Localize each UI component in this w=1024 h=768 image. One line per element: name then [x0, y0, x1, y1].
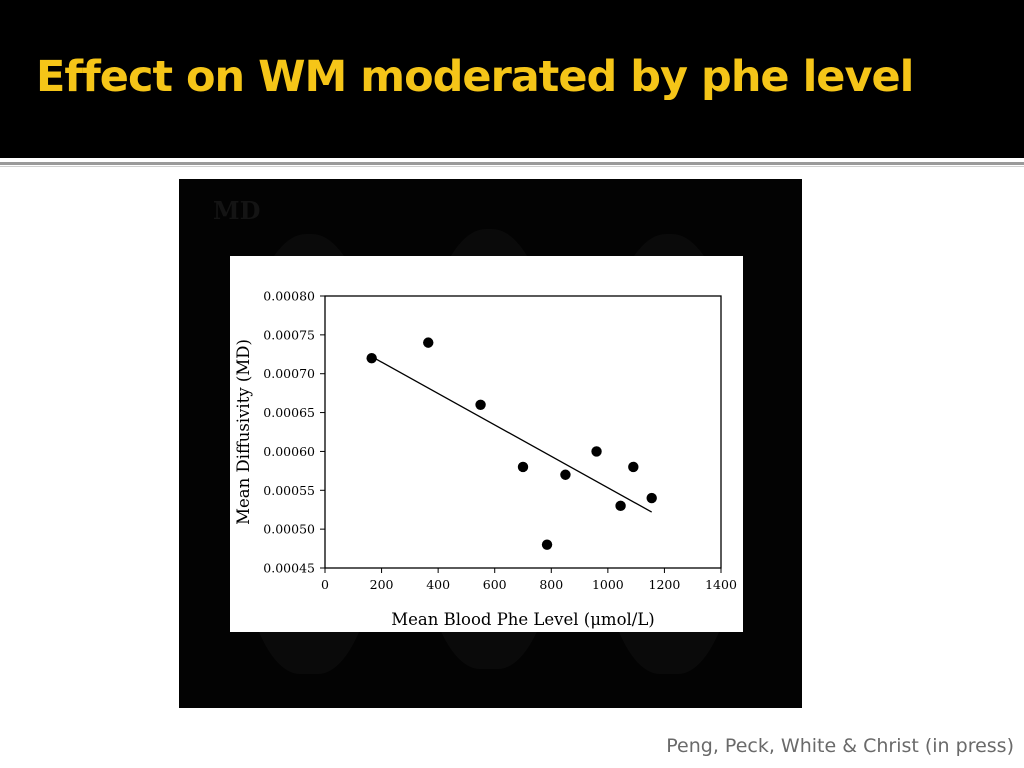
y-tick-label: 0.00080 — [263, 289, 315, 304]
data-point — [591, 446, 602, 457]
y-tick-label: 0.00075 — [263, 327, 315, 342]
x-tick-label: 1000 — [592, 577, 624, 592]
data-point — [560, 469, 571, 480]
x-tick-label: 1400 — [705, 577, 737, 592]
y-tick-label: 0.00045 — [263, 561, 315, 576]
data-point — [517, 461, 529, 473]
x-tick-label: 200 — [370, 577, 394, 592]
y-tick-label: 0.00050 — [263, 522, 315, 537]
x-tick-label: 600 — [483, 577, 507, 592]
y-tick-label: 0.00070 — [263, 366, 315, 381]
chart-canvas: 0 200 400 600 800 1000 1200 1400 0.00045 0.00050 0… — [234, 289, 737, 630]
plot-frame — [324, 295, 722, 569]
data-point — [541, 539, 553, 550]
y-axis-label: Mean Diffusivity (MD) — [234, 339, 253, 525]
y-tick-label: 0.00055 — [263, 483, 315, 498]
scatter-chart: 0 200 400 600 800 1000 1200 1400 0.00045 0.00050 0… — [230, 256, 743, 632]
data-point — [475, 399, 486, 410]
citation-text: Peng, Peck, White & Christ (in press) — [666, 735, 1014, 757]
title-bar: Effect on WM moderated by phe level — [0, 0, 1024, 158]
data-point — [366, 352, 377, 364]
figure-panel: MD 0 200 400 600 800 1000 1200 1400 0.00045 0.000… — [179, 179, 802, 708]
figure-md-label: MD — [213, 196, 261, 225]
data-point — [615, 500, 626, 512]
data-point — [423, 337, 434, 348]
x-axis-label: Mean Blood Phe Level (μmol/L) — [391, 610, 654, 629]
y-tick-label: 0.00060 — [263, 444, 315, 459]
divider-line-thin — [0, 166, 1024, 167]
data-point — [646, 492, 657, 504]
x-tick-label: 400 — [426, 577, 450, 592]
x-tick-label: 1200 — [649, 577, 681, 592]
trend-line — [371, 356, 653, 513]
slide-title: Effect on WM moderated by phe level — [36, 52, 914, 102]
divider-line — [0, 162, 1024, 165]
x-tick-label: 0 — [321, 577, 329, 592]
x-tick-label: 800 — [539, 577, 563, 592]
y-tick-label: 0.00065 — [263, 405, 315, 420]
data-point — [628, 461, 639, 473]
